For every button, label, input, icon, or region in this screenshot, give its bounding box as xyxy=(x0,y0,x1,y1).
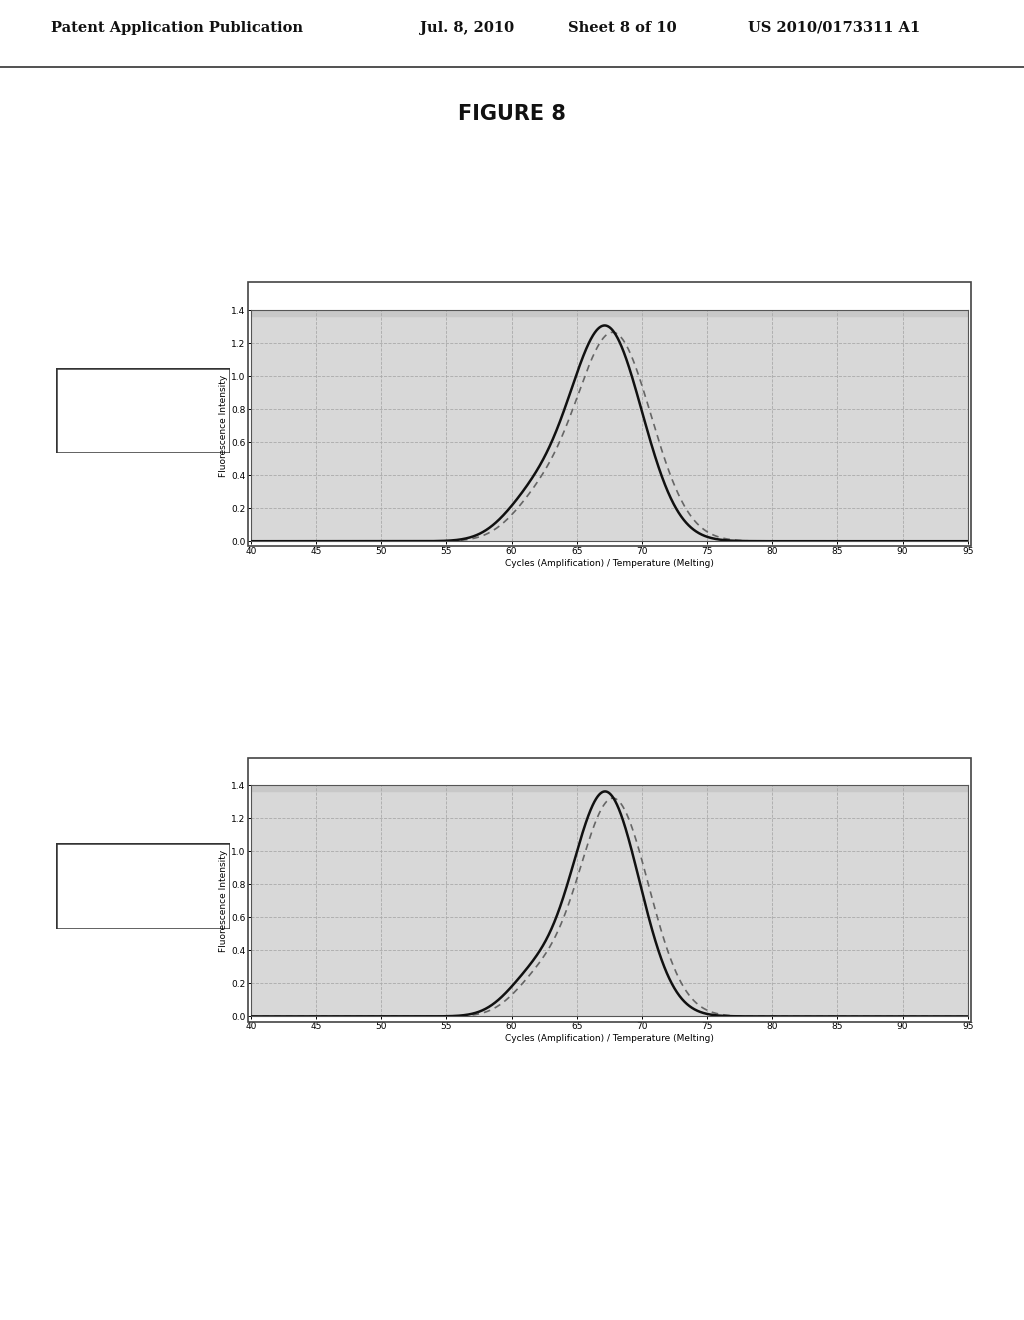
Bar xyxy=(251,779,968,791)
Text: Jul. 8, 2010: Jul. 8, 2010 xyxy=(420,21,514,34)
Text: 1% Mutant: 1% Mutant xyxy=(93,876,194,895)
Text: 5% Mutant: 5% Mutant xyxy=(93,401,194,420)
FancyBboxPatch shape xyxy=(56,843,230,929)
Y-axis label: Fluorescence Intensity: Fluorescence Intensity xyxy=(219,375,228,477)
Bar xyxy=(251,304,968,315)
Text: Patent Application Publication: Patent Application Publication xyxy=(51,21,303,34)
X-axis label: Cycles (Amplification) / Temperature (Melting): Cycles (Amplification) / Temperature (Me… xyxy=(505,558,714,568)
Text: FIGURE 8: FIGURE 8 xyxy=(458,103,566,124)
Text: US 2010/0173311 A1: US 2010/0173311 A1 xyxy=(748,21,920,34)
Y-axis label: Fluorescence Intensity: Fluorescence Intensity xyxy=(219,850,228,952)
FancyBboxPatch shape xyxy=(56,367,230,454)
Text: Sheet 8 of 10: Sheet 8 of 10 xyxy=(568,21,677,34)
X-axis label: Cycles (Amplification) / Temperature (Melting): Cycles (Amplification) / Temperature (Me… xyxy=(505,1034,714,1043)
